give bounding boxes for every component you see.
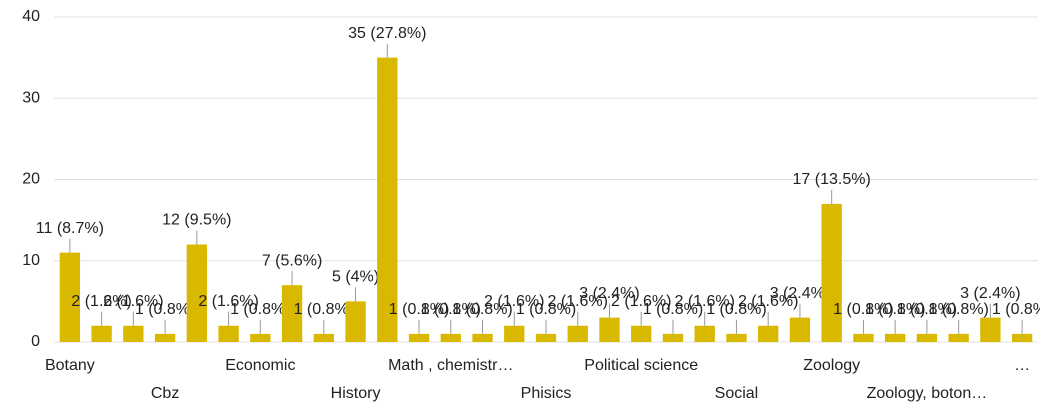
y-tick-label: 30	[22, 89, 40, 106]
x-tick-label: Botany	[45, 357, 95, 374]
bar	[59, 252, 81, 342]
value-label: 17 (13.5%)	[793, 171, 871, 188]
bar	[313, 333, 334, 342]
value-label: 1 (0.8%)	[992, 301, 1040, 318]
value-label: 1 (0.8%)	[389, 301, 449, 318]
bar	[154, 333, 176, 342]
bar	[885, 333, 906, 342]
bar	[472, 333, 493, 342]
y-tick-label: 10	[22, 252, 40, 269]
bar	[599, 317, 620, 342]
value-label: 1 (0.8%)	[833, 301, 893, 318]
y-tick-label: 0	[31, 333, 40, 350]
value-label: 1 (0.8%)	[706, 301, 766, 318]
bar	[345, 301, 366, 342]
value-label: 1 (0.8%)	[897, 301, 957, 318]
value-label: 2 (1.6%)	[738, 293, 798, 310]
bar	[535, 333, 557, 342]
bar	[567, 325, 588, 342]
bar	[916, 333, 938, 342]
bar	[250, 333, 271, 342]
bar	[726, 333, 747, 342]
value-label: 3 (2.4%)	[579, 285, 639, 302]
bar	[980, 317, 1001, 342]
bar	[1011, 333, 1033, 342]
y-tick-label: 40	[22, 8, 40, 25]
x-tick-label: Zoology, boton…	[867, 385, 988, 402]
value-label: 2 (1.6%)	[198, 293, 258, 310]
value-label: 2 (1.6%)	[484, 293, 544, 310]
bar	[408, 333, 430, 342]
bar	[821, 203, 842, 342]
x-tick-label: Economic	[225, 357, 295, 374]
value-label: 2 (1.6%)	[548, 293, 608, 310]
bar	[948, 333, 969, 342]
bar	[186, 244, 207, 342]
bar	[504, 325, 525, 342]
x-tick-label: Math , chemistr…	[388, 357, 513, 374]
bar	[853, 333, 874, 342]
value-label: 5 (4%)	[332, 269, 379, 286]
x-tick-label: Cbz	[151, 385, 179, 402]
value-label: 1 (0.8%)	[516, 301, 576, 318]
x-tick-label: Phisics	[521, 385, 572, 402]
value-label: 3 (2.4%)	[960, 285, 1020, 302]
bar	[789, 317, 811, 342]
value-label: 2 (1.6%)	[71, 293, 131, 310]
value-label: 11 (8.7%)	[36, 220, 104, 237]
x-tick-label: History	[331, 385, 381, 402]
bar	[631, 325, 652, 342]
value-label: 35 (27.8%)	[348, 25, 426, 42]
x-tick-label: Political science	[584, 357, 698, 374]
value-label: 1 (0.8%)	[928, 301, 988, 318]
value-label: 1 (0.8%)	[230, 301, 290, 318]
value-label: 1 (0.8%)	[452, 301, 512, 318]
value-label: 7 (5.6%)	[262, 252, 322, 269]
y-tick-label: 20	[22, 171, 40, 188]
bar	[218, 325, 239, 342]
bar	[758, 325, 779, 342]
bar	[91, 325, 112, 342]
value-label: 1 (0.8%)	[421, 301, 481, 318]
value-label: 1 (0.8%)	[135, 301, 195, 318]
bar	[694, 325, 715, 342]
value-label: 2 (1.6%)	[674, 293, 734, 310]
value-label: 1 (0.8%)	[294, 301, 354, 318]
value-label: 2 (1.6%)	[103, 293, 163, 310]
value-label: 1 (0.8%)	[865, 301, 925, 318]
value-label: 3 (2.4%)	[770, 285, 830, 302]
bar	[123, 325, 144, 342]
value-label: 12 (9.5%)	[162, 212, 231, 229]
x-tick-label: Zoology	[803, 357, 860, 374]
value-label: 1 (0.8%)	[643, 301, 703, 318]
value-label: 2 (1.6%)	[611, 293, 671, 310]
bar	[377, 57, 398, 342]
bar	[662, 333, 684, 342]
bar	[440, 333, 461, 342]
x-tick-label: Social	[715, 385, 759, 402]
x-tick-label: …	[1014, 357, 1030, 374]
bar	[281, 285, 303, 342]
